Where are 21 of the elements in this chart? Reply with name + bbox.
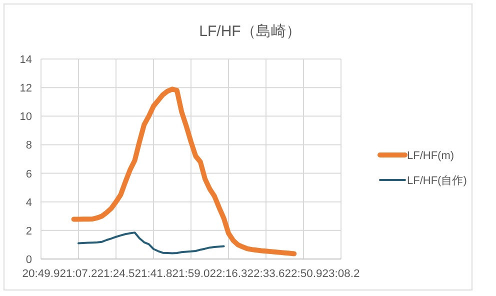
x-tick-label: 21:24.5 — [97, 268, 135, 280]
y-tick-label: 12 — [20, 82, 32, 95]
y-tick-label: 10 — [20, 111, 32, 124]
x-tick-label: 22:33.6 — [247, 268, 285, 280]
y-tick-label: 2 — [26, 225, 32, 238]
x-tick-label: 22:16.3 — [210, 268, 248, 280]
y-tick-label: 4 — [26, 196, 32, 209]
x-tick-label: 20:49.9 — [22, 268, 60, 280]
y-tick-label: 14 — [20, 54, 32, 66]
y-tick-label: 6 — [26, 168, 32, 180]
y-tick-label: 0 — [26, 254, 32, 266]
legend-label: LF/HF(m) — [407, 150, 454, 162]
line-series — [78, 232, 225, 254]
x-tick-label: 21:41.8 — [134, 268, 172, 280]
chart-title: LF/HF（島崎） — [199, 23, 301, 40]
legend-label: LF/HF(自作) — [407, 175, 467, 187]
y-tick-label: 8 — [26, 140, 32, 152]
x-tick-label: 21:59.0 — [172, 268, 210, 280]
x-tick-label: 22:50.9 — [284, 268, 322, 280]
x-tick-label: 23:08.2 — [322, 268, 360, 280]
x-tick-label: 21:07.2 — [60, 268, 98, 280]
